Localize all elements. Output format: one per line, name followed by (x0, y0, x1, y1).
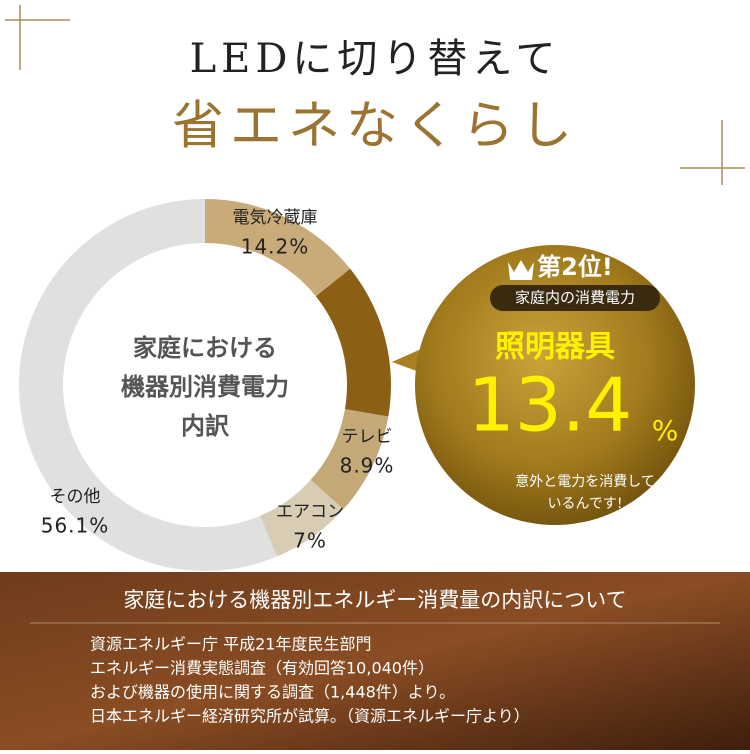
footer-line: および機器の使用に関する調査（1,448件）より。 (90, 683, 455, 702)
callout-note: 意外と電力を消費して (515, 473, 655, 490)
rank-badge: 第2位! (537, 253, 613, 281)
value-label: 7% (293, 529, 327, 553)
segment-label: テレビ (342, 427, 393, 447)
footer-line: エネルギー消費実態調査（有効回答10,040件） (90, 659, 434, 678)
title: LEDに切り替えて (190, 36, 561, 82)
donut-segment (315, 268, 392, 417)
value-label: 8.9% (340, 454, 395, 478)
callout-name: 照明器具 (495, 330, 615, 365)
segment-label: エアコン (276, 502, 344, 522)
footer-heading: 家庭における機器別エネルギー消費量の内訳について (123, 588, 626, 612)
center-label: 機器別消費電力 (121, 373, 289, 401)
center-label: 内訳 (181, 412, 230, 440)
caption-pill (490, 285, 660, 311)
center-label: 家庭における (133, 334, 277, 362)
footer-background (0, 572, 750, 750)
footer-line: 日本エネルギー経済研究所が試算。（資源エネルギー庁より） (90, 707, 530, 726)
value-label: 56.1% (41, 514, 110, 538)
subtitle: 省エネなくらし (172, 97, 578, 157)
segment-label: 電気冷蔵庫 (233, 208, 318, 228)
donut-segment (310, 409, 389, 510)
segment-label: その他 (50, 487, 101, 507)
donut-segment (259, 479, 344, 557)
callout-unit: % (652, 414, 679, 447)
footer-line: 資源エネルギー庁 平成21年度民生部門 (90, 635, 371, 654)
donut-chart: 電気冷蔵庫 14.2% テレビ 8.9% エアコン 7% その他 56.1% 家庭における機器別… (19, 199, 395, 571)
callout-value: 13.4 (468, 363, 633, 449)
footer: 家庭における機器別エネルギー消費量の内訳について 資源エネルギー庁 平成21年度… (0, 572, 750, 750)
crown-icon (508, 260, 534, 280)
value-label: 14.2% (241, 235, 310, 259)
callout-caption: 家庭内の消費電力 (515, 289, 635, 307)
callout-circle (415, 245, 695, 525)
callout: 第2位! 家庭内の消費電力 照明器具 13.4 % 意外と電力を消費して いるん… (392, 245, 695, 525)
donut-segment (205, 199, 351, 297)
donut-segment (19, 199, 277, 571)
callout-note: いるんです! (548, 496, 623, 512)
decoration (5, 5, 745, 185)
